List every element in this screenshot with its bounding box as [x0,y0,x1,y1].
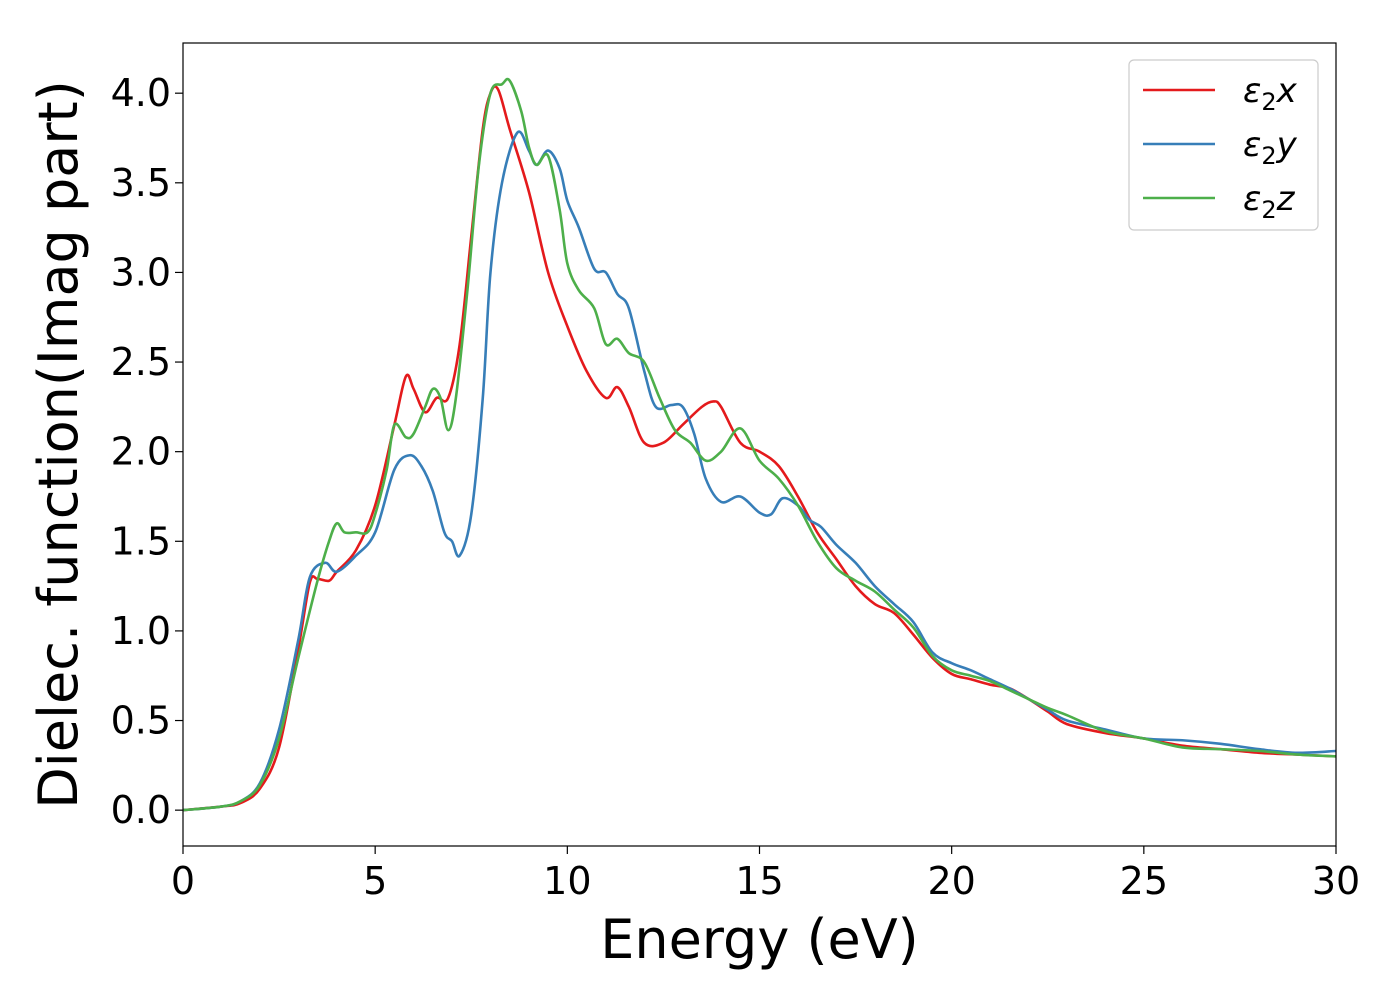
y-tick-label: 1.5 [111,519,171,563]
x-axis-ticks: 0 5 10 15 20 25 30 [171,846,1360,903]
y-tick-label: 4.0 [111,71,171,115]
y-axis-label: Dielec. function(Imag part) [27,80,90,809]
x-tick-label: 10 [543,859,591,903]
y-tick-label: 2.5 [111,340,171,384]
y-tick-label: 3.5 [111,161,171,205]
series-line-z [183,77,1336,812]
x-tick-label: 30 [1312,859,1360,903]
x-tick-label: 20 [927,859,975,903]
y-tick-label: 1.0 [111,609,171,653]
x-tick-label: 15 [735,859,783,903]
x-tick-label: 0 [171,859,195,903]
y-tick-label: 0.0 [111,788,171,832]
y-tick-label: 2.0 [111,430,171,474]
x-tick-label: 5 [363,859,387,903]
series-line-y [183,130,1336,812]
y-tick-label: 0.5 [111,699,171,743]
legend-box [1128,59,1319,231]
legend-label: ε2y [1243,125,1298,170]
legend-label: ε2x [1243,71,1298,116]
x-axis-label: Energy (eV) [600,908,919,971]
y-tick-label: 3.0 [111,250,171,294]
legend-label: ε2z [1243,179,1296,224]
y-axis-ticks: 0.0 0.5 1.0 1.5 2.0 2.5 3.0 3.5 4.0 [111,71,183,832]
legend: ε2x ε2y ε2z [1128,59,1319,231]
x-tick-label: 25 [1120,859,1168,903]
plot-area [183,77,1336,812]
